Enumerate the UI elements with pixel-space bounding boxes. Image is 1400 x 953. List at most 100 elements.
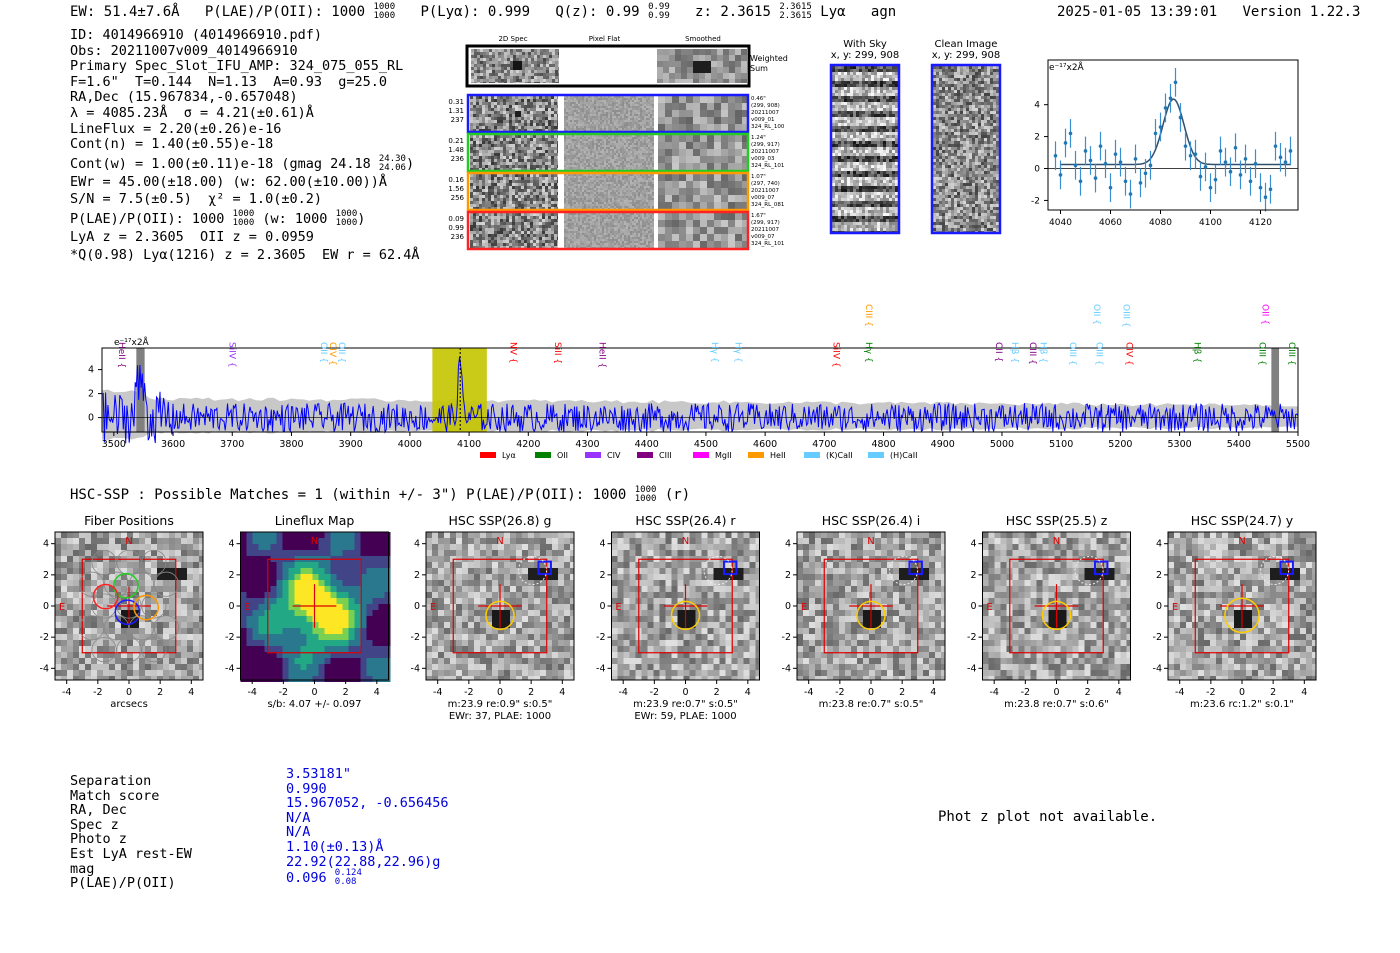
pixel	[610, 227, 612, 229]
pixel	[624, 126, 626, 128]
pixel	[586, 221, 588, 223]
pixel	[497, 99, 500, 102]
pixel	[576, 116, 578, 118]
pixel	[476, 162, 479, 165]
pixel	[632, 108, 634, 110]
pixel	[509, 135, 512, 138]
pixel	[588, 112, 590, 114]
pixel	[576, 126, 578, 128]
pixel	[646, 194, 648, 196]
pixel	[572, 188, 574, 190]
pixel	[488, 123, 491, 126]
pixel	[542, 111, 545, 114]
pixel	[476, 237, 479, 240]
pixel	[604, 137, 606, 139]
pixel	[646, 149, 648, 151]
pixel	[638, 178, 640, 180]
pixel	[742, 124, 747, 131]
pixel	[518, 168, 521, 170]
pixel	[584, 130, 586, 131]
pixel	[600, 200, 602, 202]
pixel	[474, 58, 477, 61]
pixel	[574, 184, 576, 186]
pixel	[503, 159, 506, 162]
pixel	[642, 159, 644, 161]
pixel	[626, 118, 628, 120]
pixel	[646, 180, 648, 182]
pixel	[570, 182, 572, 184]
pixel	[578, 110, 580, 112]
pixel	[584, 200, 586, 202]
pixel	[642, 188, 644, 190]
pixel	[507, 70, 510, 73]
pixel	[608, 184, 610, 186]
pixel	[638, 159, 640, 161]
pixel	[570, 126, 572, 128]
pixel	[632, 202, 634, 204]
pixel	[570, 176, 572, 178]
pixel	[602, 161, 604, 163]
pixel	[584, 141, 586, 143]
pixel	[477, 67, 480, 70]
pixel	[610, 100, 612, 102]
pixel	[600, 184, 602, 186]
pixel	[648, 200, 650, 202]
pixel	[527, 246, 530, 248]
pixel	[506, 228, 509, 231]
spec2d-row-meta: 324_RL_081	[751, 202, 784, 208]
pixel	[572, 225, 574, 227]
pixel	[518, 120, 521, 123]
pixel	[728, 110, 735, 117]
pixel	[548, 102, 551, 105]
pixel	[482, 219, 485, 222]
pixel	[644, 182, 646, 184]
pixel	[551, 99, 554, 102]
pixel	[551, 177, 554, 180]
pixel	[564, 98, 566, 100]
pixel	[578, 143, 580, 145]
pixel	[576, 206, 578, 208]
pixel	[557, 201, 558, 204]
spec2d-row-meta: v009_01	[751, 117, 775, 123]
pixel	[525, 64, 528, 67]
pixel	[590, 206, 592, 208]
pixel	[564, 159, 566, 161]
pixel	[521, 198, 524, 201]
pixel	[610, 155, 612, 157]
pixel	[501, 82, 504, 83]
pixel	[568, 112, 570, 114]
pixel	[630, 143, 632, 145]
pixel	[536, 222, 539, 225]
pixel	[608, 145, 610, 147]
pixel	[539, 231, 542, 234]
pixel	[574, 102, 576, 104]
pixel	[648, 225, 650, 227]
pixel	[632, 198, 634, 200]
pixel	[590, 184, 592, 186]
pixel	[554, 246, 557, 248]
pixel	[640, 190, 642, 192]
pixel	[536, 120, 539, 123]
pixel	[592, 194, 594, 196]
pixel	[642, 106, 644, 108]
pixel	[606, 130, 608, 131]
pixel	[494, 120, 497, 123]
pixel	[652, 178, 654, 180]
pixel	[650, 141, 652, 143]
pixel	[476, 189, 479, 192]
pixel	[652, 194, 654, 196]
pixel	[707, 202, 714, 209]
pixel	[608, 106, 610, 108]
pixel	[518, 144, 521, 147]
pixel	[588, 104, 590, 106]
pixel	[536, 207, 539, 209]
pixel	[735, 117, 742, 124]
pixel	[554, 138, 557, 141]
pixel	[608, 110, 610, 112]
pixel	[679, 156, 686, 163]
pixel	[498, 55, 501, 58]
pixel	[557, 216, 558, 219]
pixel	[509, 201, 512, 204]
pixel	[497, 102, 500, 105]
pixel	[515, 228, 518, 231]
